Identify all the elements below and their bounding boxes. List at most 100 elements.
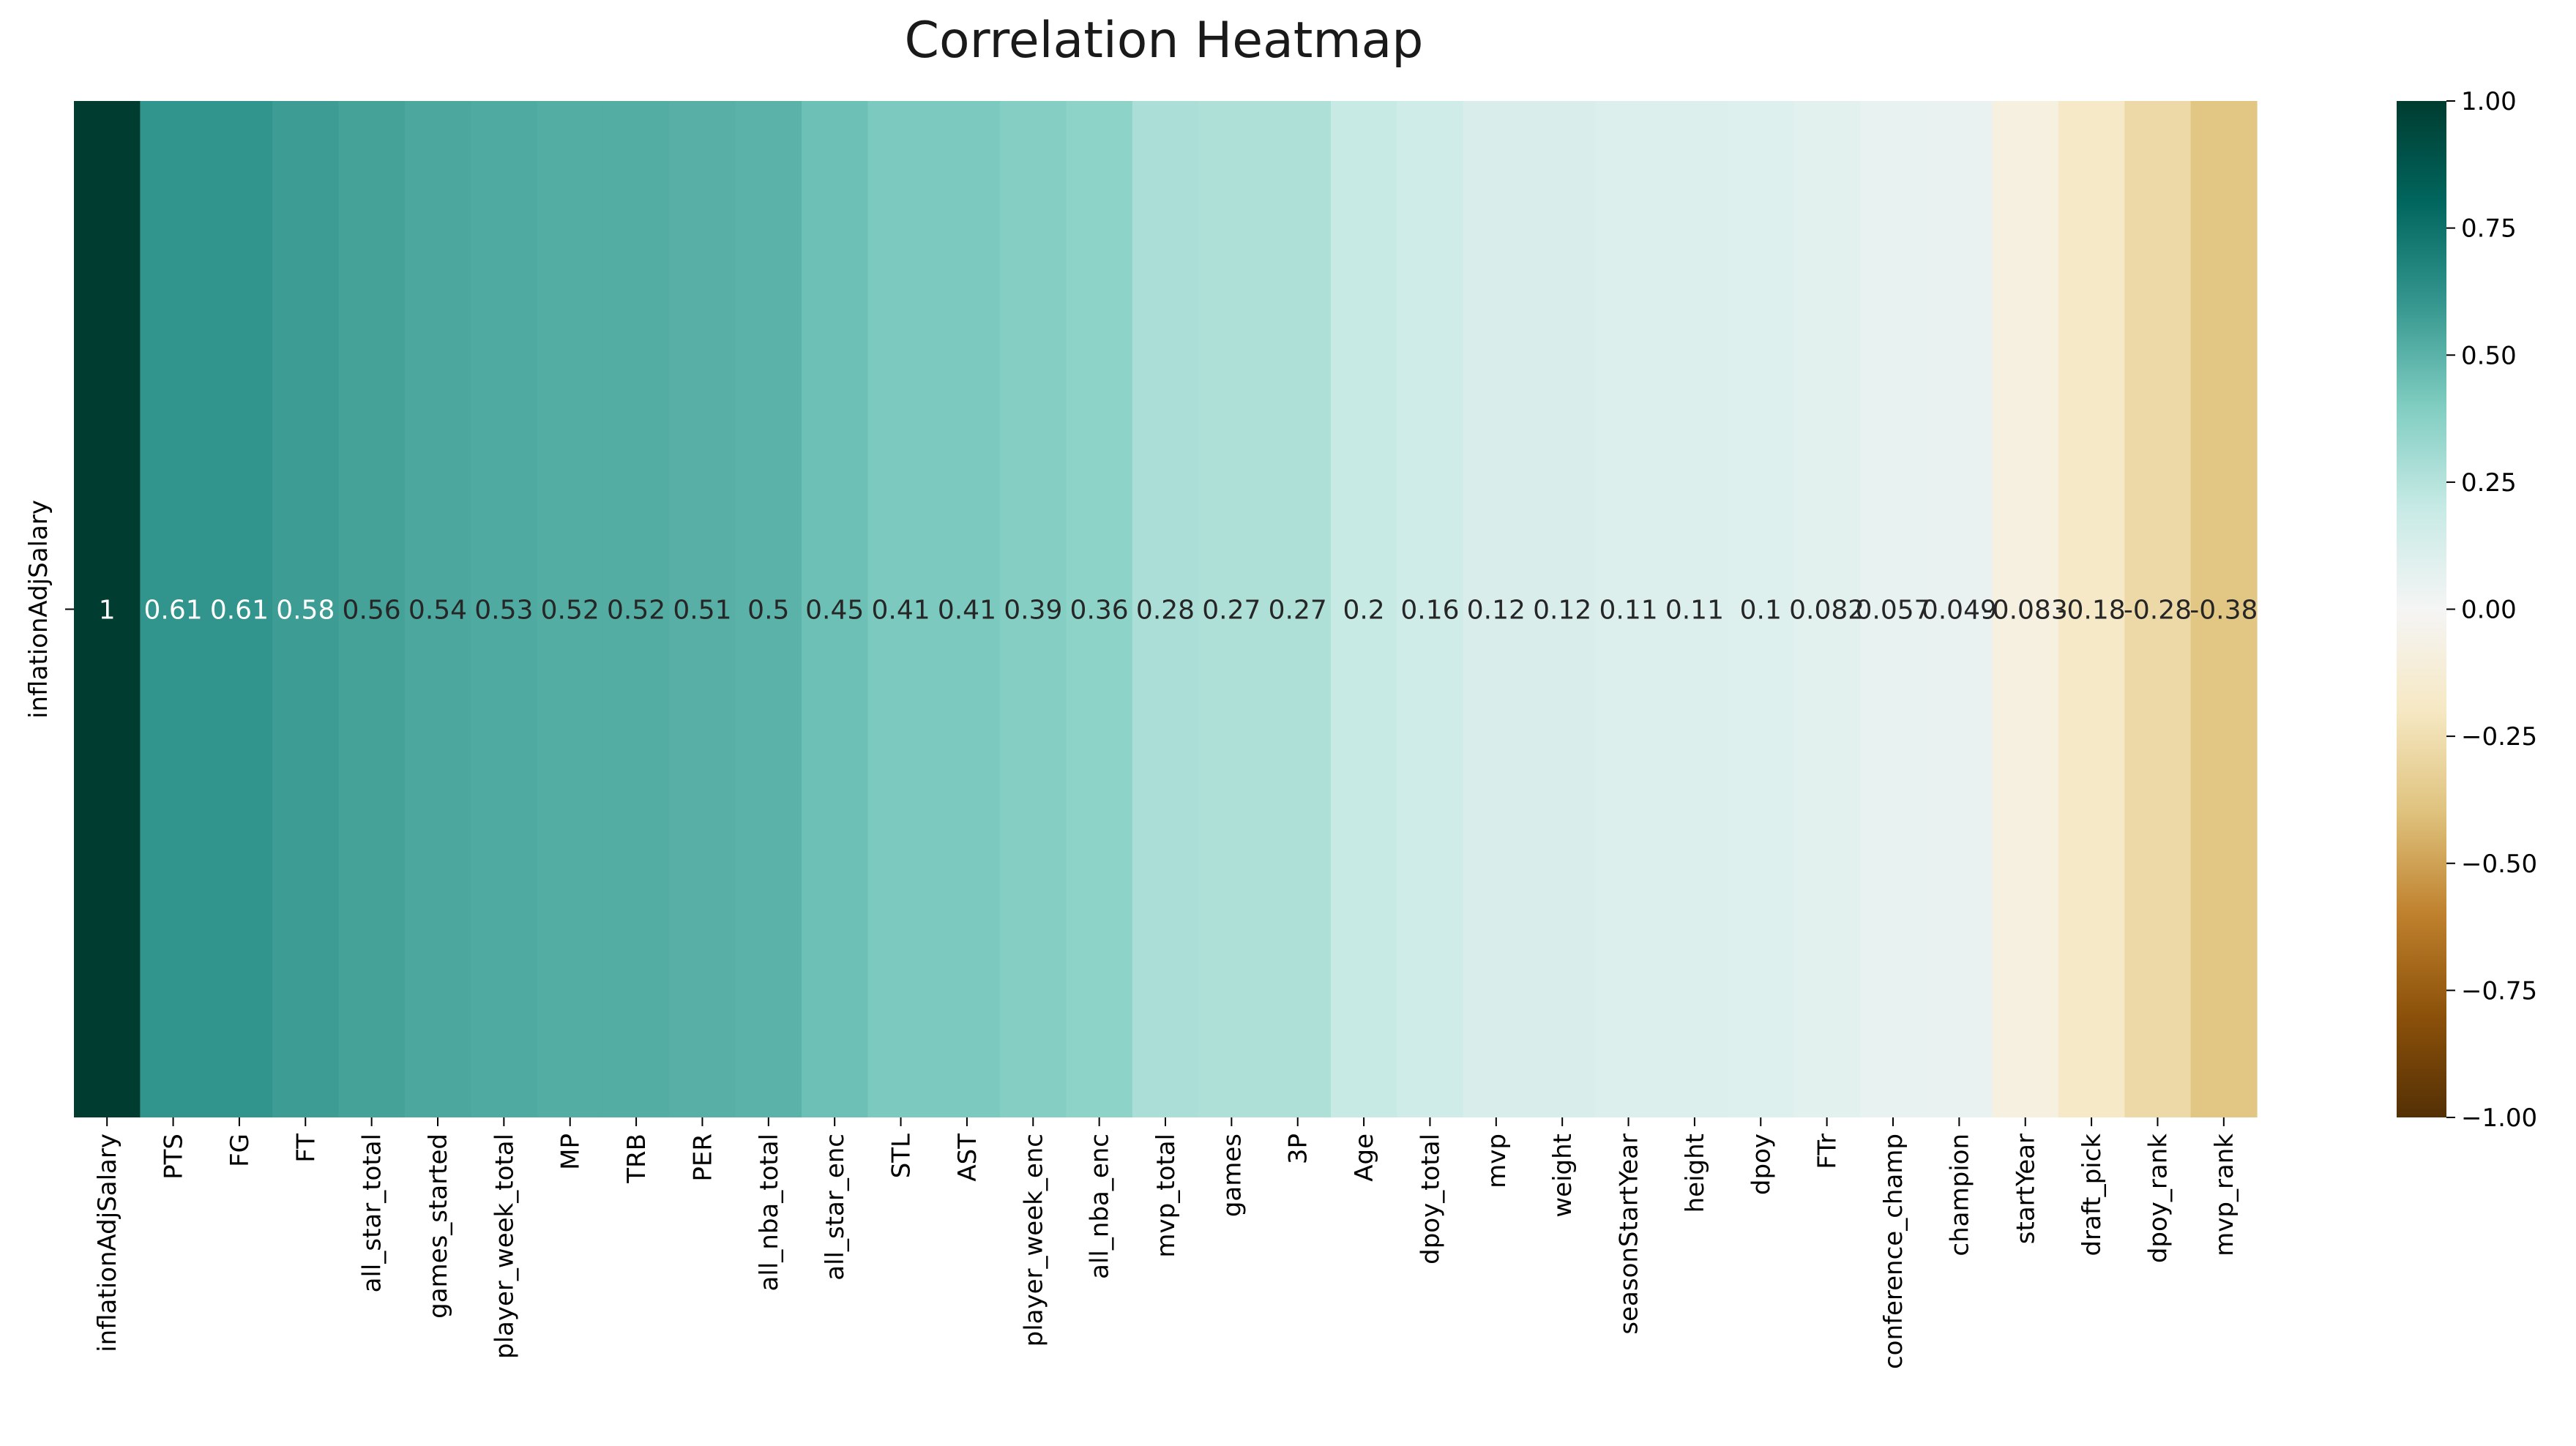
colorbar: 1.00 0.75 0.50 0.25 0.00 −0.25 −0.50 −0.75 −1.00 [2397,87,2537,1133]
x-tick-label: player_week_enc [1019,1134,1048,1346]
heatmap-cell [537,101,604,1117]
cell-annotation: 0.5 [747,596,789,626]
cell-annotation: 0.56 [343,596,401,626]
cell-annotation: 0.61 [143,596,202,626]
heatmap-cell [1330,101,1397,1117]
heatmap-cell [1793,101,1861,1117]
x-tick-label: mvp_rank [2210,1134,2239,1256]
heatmap-cell [1000,101,1067,1117]
x-tick-label: weight [1548,1134,1578,1218]
cell-annotation: 0.54 [408,596,467,626]
heatmap-cell [404,101,471,1117]
cell-annotation: 0.36 [1070,596,1129,626]
x-tick-label: all_nba_total [755,1134,784,1291]
x-tick-label: dpoy [1747,1134,1776,1195]
cell-annotation: -0.28 [2124,596,2192,626]
x-tick-label: AST [953,1134,982,1182]
heatmap-cell [669,101,736,1117]
heatmap-cell [272,101,340,1117]
heatmap-cell [1463,101,1530,1117]
colorbar-tick-label: 1.00 [2461,87,2517,116]
x-axis: inflationAdjSalary PTS FG FT all_star_total g… [93,1117,2239,1369]
heatmap-cell [74,101,141,1117]
cell-annotation: 0.41 [871,596,930,626]
heatmap-cell [1132,101,1199,1117]
colorbar-tick-label: −0.25 [2461,722,2537,752]
heatmap-cell [1529,101,1596,1117]
colorbar-gradient [2397,101,2446,1117]
heatmap-cell [933,101,1001,1117]
cell-annotation: 0.12 [1533,596,1591,626]
colorbar-tick-label: −1.00 [2461,1104,2537,1133]
cell-annotation: 0.16 [1400,596,1459,626]
heatmap-cell [2190,101,2258,1117]
heatmap-cell [2124,101,2192,1117]
heatmap-cell [1992,101,2059,1117]
x-tick-label: startYear [2012,1134,2041,1244]
x-tick-label: dpoy_rank [2143,1134,2173,1263]
heatmap-cell [1066,101,1133,1117]
x-tick-label: seasonStartYear [1615,1134,1644,1335]
heatmap-cell [1661,101,1728,1117]
cell-annotation: 0.41 [938,596,996,626]
heatmap-cell [1926,101,1993,1117]
cell-annotation: -0.18 [2058,596,2126,626]
colorbar-tick-label: −0.50 [2461,850,2537,879]
x-tick-label: games_started [424,1134,453,1319]
cell-annotation: 0.45 [805,596,864,626]
cell-annotation: 0.52 [607,596,665,626]
chart-title: Correlation Heatmap [905,12,1424,70]
heatmap-cell [602,101,670,1117]
y-axis: inflationAdjSalary [24,500,74,719]
cell-annotations: 1 0.61 0.61 0.58 0.56 0.54 0.53 0.52 0.52 0.51 0.5… [99,596,2258,626]
cell-annotation: 0.11 [1665,596,1724,626]
cell-annotation: 0.082 [1789,596,1864,626]
x-tick-label: PER [688,1134,717,1182]
cell-annotation: 0.52 [541,596,600,626]
colorbar-tick-label: 0.50 [2461,341,2517,370]
x-tick-label: all_star_total [358,1134,387,1292]
cell-annotation: 0.53 [474,596,533,626]
heatmap-cell [338,101,406,1117]
cell-annotation: 0.27 [1269,596,1327,626]
cell-annotation: 0.58 [276,596,335,626]
heatmap-cell [735,101,802,1117]
x-tick-label: games [1217,1134,1247,1217]
x-tick-label: FG [225,1134,255,1167]
heatmap-cell [471,101,538,1117]
x-tick-label: FTr [1813,1134,1843,1169]
x-tick-label: 3P [1284,1134,1313,1164]
heatmap-cells [74,101,2258,1117]
x-tick-label: dpoy_total [1416,1134,1445,1265]
x-tick-label: TRB [622,1134,652,1184]
heatmap-cell [1198,101,1266,1117]
cell-annotation: -0.38 [2189,596,2258,626]
x-tick-label: player_week_total [490,1134,519,1359]
heatmap-cell [2058,101,2125,1117]
cell-annotation: 0.11 [1599,596,1657,626]
cell-annotation: 0.12 [1467,596,1526,626]
heatmap-cell [1728,101,1795,1117]
cell-annotation: 0.51 [673,596,731,626]
heatmap-cell [206,101,273,1117]
x-tick-label: champion [1945,1134,1974,1256]
colorbar-tick-label: 0.75 [2461,214,2517,244]
heatmap-cell [1397,101,1464,1117]
x-tick-label: PTS [160,1134,189,1180]
x-tick-label: STL [887,1134,916,1178]
heatmap-cell [802,101,868,1117]
x-tick-label: all_star_enc [821,1134,850,1281]
cell-annotation: 0.2 [1343,596,1384,626]
colorbar-tick-label: 0.25 [2461,468,2517,498]
cell-annotation: 0.1 [1740,596,1782,626]
x-tick-label: MP [556,1134,586,1170]
heatmap-cell [867,101,935,1117]
heatmap-cell [1264,101,1332,1117]
y-tick-label: inflationAdjSalary [24,500,53,719]
cell-annotation: 0.27 [1202,596,1261,626]
cell-annotation: 0.28 [1136,596,1195,626]
cell-annotation: 0.049 [1922,596,1997,626]
x-tick-label: inflationAdjSalary [93,1134,122,1352]
heatmap-cell [1859,101,1927,1117]
